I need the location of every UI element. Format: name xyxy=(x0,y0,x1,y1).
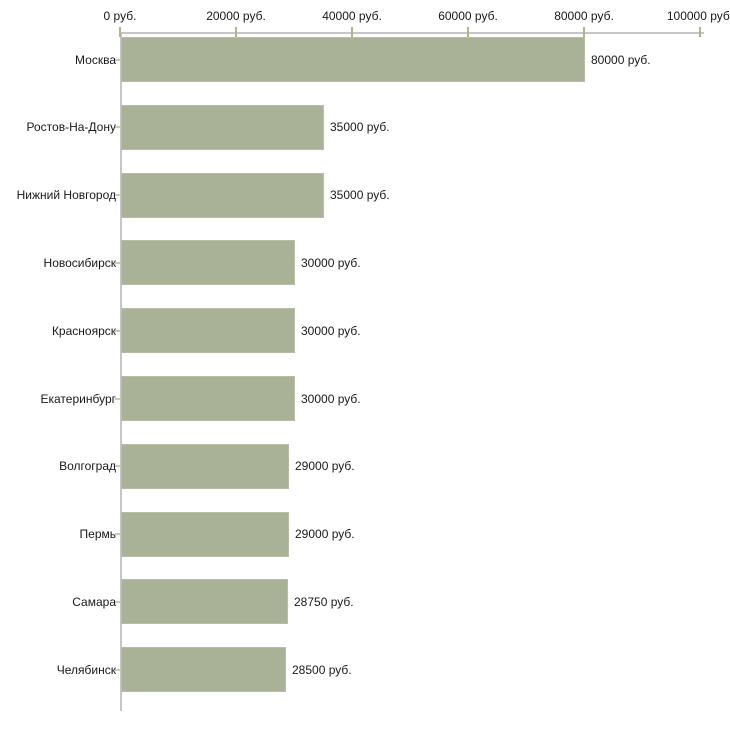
y-tick-mark xyxy=(115,668,124,671)
category-label: Челябинск xyxy=(56,662,116,677)
category-label: Нижний Новгород xyxy=(16,188,116,203)
y-tick-mark xyxy=(115,194,124,197)
x-tick-mark xyxy=(467,27,469,37)
category-label: Пермь xyxy=(79,527,116,542)
x-tick-mark xyxy=(351,27,353,37)
value-label: 35000 руб. xyxy=(330,188,390,203)
x-tick-label: 40000 руб. xyxy=(322,9,382,23)
bar xyxy=(121,37,585,82)
x-axis-line xyxy=(120,32,704,34)
x-tick-mark xyxy=(119,27,121,37)
value-label: 30000 руб. xyxy=(301,323,361,338)
bar xyxy=(121,172,324,218)
x-tick-mark xyxy=(699,27,701,37)
x-tick-label: 100000 руб. xyxy=(666,9,730,23)
y-tick-mark xyxy=(115,397,124,400)
y-axis-line xyxy=(120,32,122,711)
y-tick-mark xyxy=(115,126,124,129)
y-tick-mark xyxy=(115,533,124,536)
category-label: Москва xyxy=(75,52,116,67)
y-tick-mark xyxy=(115,600,124,603)
bar xyxy=(121,308,295,354)
x-tick-label: 20000 руб. xyxy=(206,9,266,23)
value-label: 29000 руб. xyxy=(295,527,355,542)
category-label: Волгоград xyxy=(59,459,116,474)
bar xyxy=(121,443,289,489)
bar xyxy=(121,240,295,286)
value-label: 35000 руб. xyxy=(330,120,390,135)
value-label: 28500 руб. xyxy=(292,662,352,677)
y-tick-mark xyxy=(115,465,124,468)
category-label: Красноярск xyxy=(51,323,116,338)
bar xyxy=(121,376,295,421)
category-label: Екатеринбург xyxy=(40,391,117,406)
y-tick-mark xyxy=(115,58,124,61)
bar xyxy=(121,104,324,150)
category-label: Самара xyxy=(72,594,116,609)
value-label: 29000 руб. xyxy=(295,459,355,474)
bar xyxy=(121,579,288,625)
category-label: Ростов-На-Дону xyxy=(26,120,116,135)
x-tick-label: 80000 руб. xyxy=(554,9,614,23)
value-label: 30000 руб. xyxy=(301,391,361,406)
x-tick-label: 60000 руб. xyxy=(438,9,498,23)
x-tick-mark xyxy=(583,27,585,37)
x-tick-label: 0 руб. xyxy=(103,9,137,23)
bar xyxy=(121,511,289,557)
value-label: 30000 руб. xyxy=(301,255,361,270)
x-tick-mark xyxy=(235,27,237,37)
bar xyxy=(121,647,286,693)
y-tick-mark xyxy=(115,261,124,264)
value-label: 80000 руб. xyxy=(591,52,651,67)
y-tick-mark xyxy=(115,329,124,332)
value-label: 28750 руб. xyxy=(294,594,354,609)
category-label: Новосибирск xyxy=(43,255,116,270)
